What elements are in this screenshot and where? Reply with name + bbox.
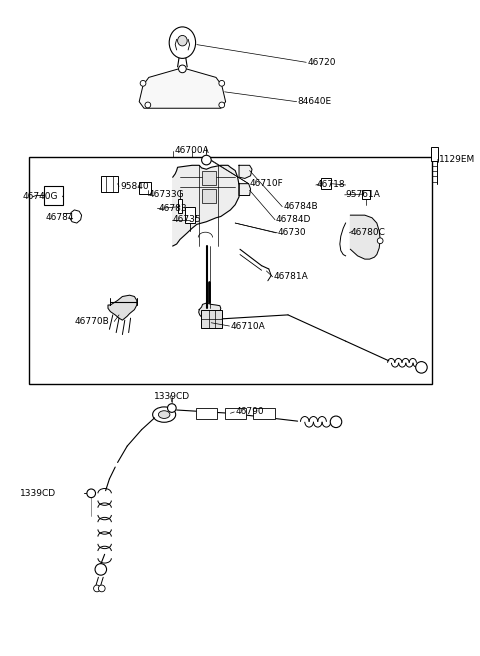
Polygon shape xyxy=(139,69,226,108)
Ellipse shape xyxy=(219,102,225,108)
Text: 46710A: 46710A xyxy=(230,321,265,331)
Text: 46740G: 46740G xyxy=(23,192,59,201)
Text: 46780C: 46780C xyxy=(350,228,385,237)
Bar xyxy=(202,189,216,203)
Ellipse shape xyxy=(202,155,211,165)
Bar xyxy=(201,310,222,328)
Bar xyxy=(253,408,275,419)
Bar xyxy=(44,186,63,205)
Text: 46784: 46784 xyxy=(46,213,74,222)
Text: 46700A: 46700A xyxy=(175,146,209,155)
Bar xyxy=(321,178,331,189)
Bar xyxy=(431,147,438,161)
Text: 46783: 46783 xyxy=(158,204,187,213)
Bar xyxy=(185,207,195,223)
Polygon shape xyxy=(239,184,251,195)
Polygon shape xyxy=(239,165,252,178)
Ellipse shape xyxy=(416,361,427,373)
Text: 1339CD: 1339CD xyxy=(20,489,56,498)
Polygon shape xyxy=(108,295,137,320)
Text: 84640E: 84640E xyxy=(298,97,332,106)
Ellipse shape xyxy=(377,238,383,243)
Bar xyxy=(202,171,216,185)
Text: 46790: 46790 xyxy=(235,407,264,417)
Text: 95840: 95840 xyxy=(120,182,149,191)
Ellipse shape xyxy=(95,564,107,575)
Bar xyxy=(139,182,151,194)
Ellipse shape xyxy=(330,416,342,428)
Bar xyxy=(225,408,246,419)
Text: 46784B: 46784B xyxy=(283,202,318,211)
Text: 46720: 46720 xyxy=(307,58,336,67)
Text: 1339CD: 1339CD xyxy=(154,392,190,401)
Ellipse shape xyxy=(87,489,96,498)
Bar xyxy=(178,199,182,213)
Ellipse shape xyxy=(169,27,196,58)
Text: 46781A: 46781A xyxy=(274,272,308,281)
Polygon shape xyxy=(199,303,221,323)
Polygon shape xyxy=(173,165,239,246)
Text: 46784D: 46784D xyxy=(276,215,312,224)
Ellipse shape xyxy=(140,81,146,86)
Bar xyxy=(196,408,217,419)
Ellipse shape xyxy=(219,81,225,86)
Text: 46735: 46735 xyxy=(173,215,202,224)
Ellipse shape xyxy=(178,35,187,46)
Text: 95761A: 95761A xyxy=(346,190,381,199)
Text: 46730: 46730 xyxy=(277,228,306,237)
Bar xyxy=(101,176,118,192)
Text: 46710F: 46710F xyxy=(250,179,283,188)
Bar xyxy=(29,157,432,384)
Ellipse shape xyxy=(158,411,170,419)
Text: 46770B: 46770B xyxy=(74,317,109,326)
Ellipse shape xyxy=(98,585,105,592)
Text: 46718: 46718 xyxy=(317,180,346,190)
Text: 1129EM: 1129EM xyxy=(439,155,476,164)
Ellipse shape xyxy=(145,102,151,108)
Polygon shape xyxy=(350,215,380,259)
Bar xyxy=(362,190,370,199)
Ellipse shape xyxy=(168,403,176,413)
Ellipse shape xyxy=(179,65,186,73)
Ellipse shape xyxy=(94,585,100,592)
Text: 46733G: 46733G xyxy=(149,190,184,199)
Ellipse shape xyxy=(153,407,176,422)
